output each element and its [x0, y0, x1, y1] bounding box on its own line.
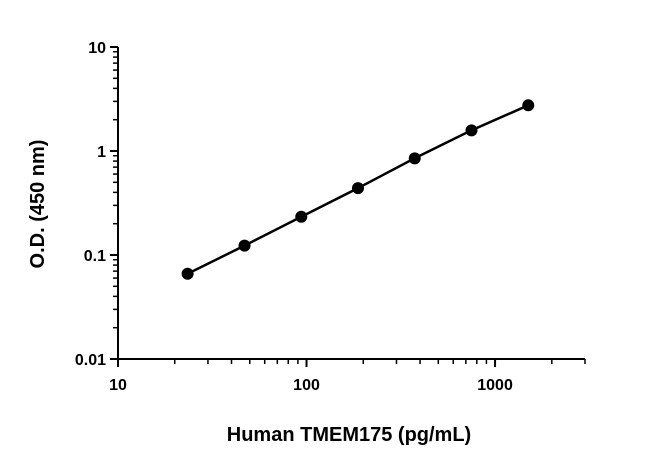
- data-point: [408, 152, 421, 165]
- y-tick-label: 10: [88, 40, 106, 57]
- y-tick-label: 0.01: [75, 352, 106, 369]
- x-tick-label: 100: [293, 377, 320, 394]
- data-point: [522, 99, 535, 112]
- data-point: [295, 210, 308, 223]
- x-axis-title: Human TMEM175 (pg/mL): [227, 424, 471, 446]
- data-point: [238, 239, 251, 252]
- x-tick-label: 1000: [477, 377, 513, 394]
- y-tick-label: 1: [97, 144, 106, 161]
- data-point: [181, 267, 194, 280]
- data-points: [181, 99, 535, 280]
- x-tick-label: 10: [109, 377, 127, 394]
- data-point: [465, 124, 478, 137]
- y-axis-title: O.D. (450 nm): [27, 140, 49, 269]
- y-tick-label: 0.1: [84, 248, 106, 265]
- y-axis-ticks: 0.01 0.1 1 10: [75, 40, 118, 369]
- plot-area: 0.01 0.1 1 10 10 100 1000: [75, 40, 586, 394]
- x-axis-ticks: 10 100 1000: [109, 359, 586, 394]
- data-point: [351, 182, 364, 195]
